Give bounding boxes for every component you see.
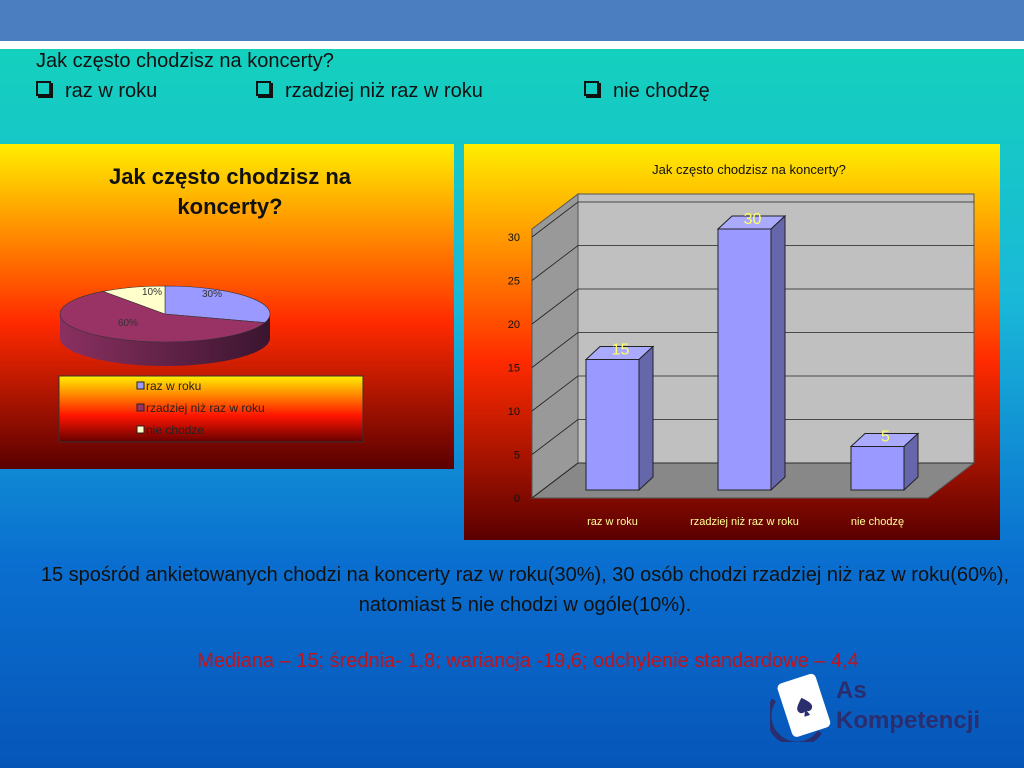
y-tick-label: 25 xyxy=(508,276,520,288)
gridline xyxy=(531,375,974,412)
y-tick-label: 5 xyxy=(514,450,520,462)
legend-label: rzadziej niż raz w roku xyxy=(146,401,265,415)
legend-label: nie chodze xyxy=(146,423,204,437)
option-label: raz w roku xyxy=(65,80,158,102)
y-tick-label: 30 xyxy=(508,232,520,244)
legend-label: raz w roku xyxy=(146,379,201,393)
legend-swatch xyxy=(136,381,145,390)
x-tick-label: nie chodzę xyxy=(851,516,904,528)
legend-swatch xyxy=(136,403,145,412)
bar xyxy=(850,446,905,491)
logo-line1: As xyxy=(836,677,867,704)
gridline xyxy=(531,201,974,238)
logo-card-icon xyxy=(770,673,831,742)
pie-data-label: 10% xyxy=(142,287,162,298)
side-wall xyxy=(531,192,579,500)
checkbox-icon xyxy=(584,81,599,96)
stats-text: Mediana – 15; średnia- 1,8; wariancja -1… xyxy=(197,650,859,672)
summary-text: 15 spośród ankietowanych chodzi na konce… xyxy=(40,564,1010,616)
bar-side xyxy=(770,214,786,492)
pie-chart: Jak często chodzisz na koncerty? 30% 60% 10… xyxy=(0,144,454,469)
pie-data-label: 30% xyxy=(202,289,222,300)
y-tick-label: 0 xyxy=(514,493,520,505)
bar-data-label: 5 xyxy=(881,429,890,446)
pie-legend xyxy=(58,375,364,443)
option-label: nie chodzę xyxy=(613,80,710,102)
pie-title: Jak często chodzisz na koncerty? xyxy=(109,164,352,219)
bar-side xyxy=(638,345,654,492)
logo-text: As Kompetencji xyxy=(836,676,980,736)
option-2: rzadziej niż raz w roku xyxy=(256,80,483,103)
x-tick-label: raz w roku xyxy=(587,516,638,528)
bar-title: Jak często chodzisz na koncerty? xyxy=(652,162,846,177)
option-3: nie chodzę xyxy=(584,80,710,103)
question-text: Jak często chodzisz na koncerty? xyxy=(36,50,334,72)
gridline xyxy=(531,245,974,281)
pie-data-label: 60% xyxy=(118,318,138,329)
gridline xyxy=(531,288,974,325)
option-label: rzadziej niż raz w roku xyxy=(285,80,483,102)
y-tick-label: 15 xyxy=(508,363,520,375)
pie-slice xyxy=(164,285,271,323)
y-tick-label: 10 xyxy=(508,406,520,418)
gridline xyxy=(531,332,974,368)
top-bar xyxy=(0,0,1024,49)
gridline xyxy=(531,462,974,499)
x-tick-label: rzadziej niż raz w roku xyxy=(690,516,799,528)
pie-slice xyxy=(59,291,266,343)
gridline xyxy=(531,419,974,455)
legend-swatch xyxy=(136,425,145,434)
y-tick-label: 20 xyxy=(508,319,520,331)
checkbox-icon xyxy=(256,81,271,96)
option-1: raz w roku xyxy=(36,80,157,103)
pie-slice xyxy=(102,285,166,315)
bar-data-label: 15 xyxy=(612,342,630,359)
bar xyxy=(585,359,640,491)
bar-data-label: 30 xyxy=(744,211,762,228)
checkbox-icon xyxy=(36,81,51,96)
bar-chart: Jak często chodzisz na koncerty? 0 5 10 15 2… xyxy=(464,144,1000,540)
logo-line2: Kompetencji xyxy=(836,707,981,734)
bar xyxy=(717,228,772,491)
